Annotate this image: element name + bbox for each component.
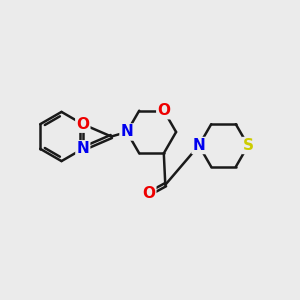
Text: O: O [142,186,155,201]
Text: N: N [121,124,133,140]
Text: N: N [76,141,89,156]
Text: S: S [243,138,254,153]
Text: O: O [157,103,170,118]
Text: N: N [193,138,205,153]
Text: O: O [76,117,89,132]
